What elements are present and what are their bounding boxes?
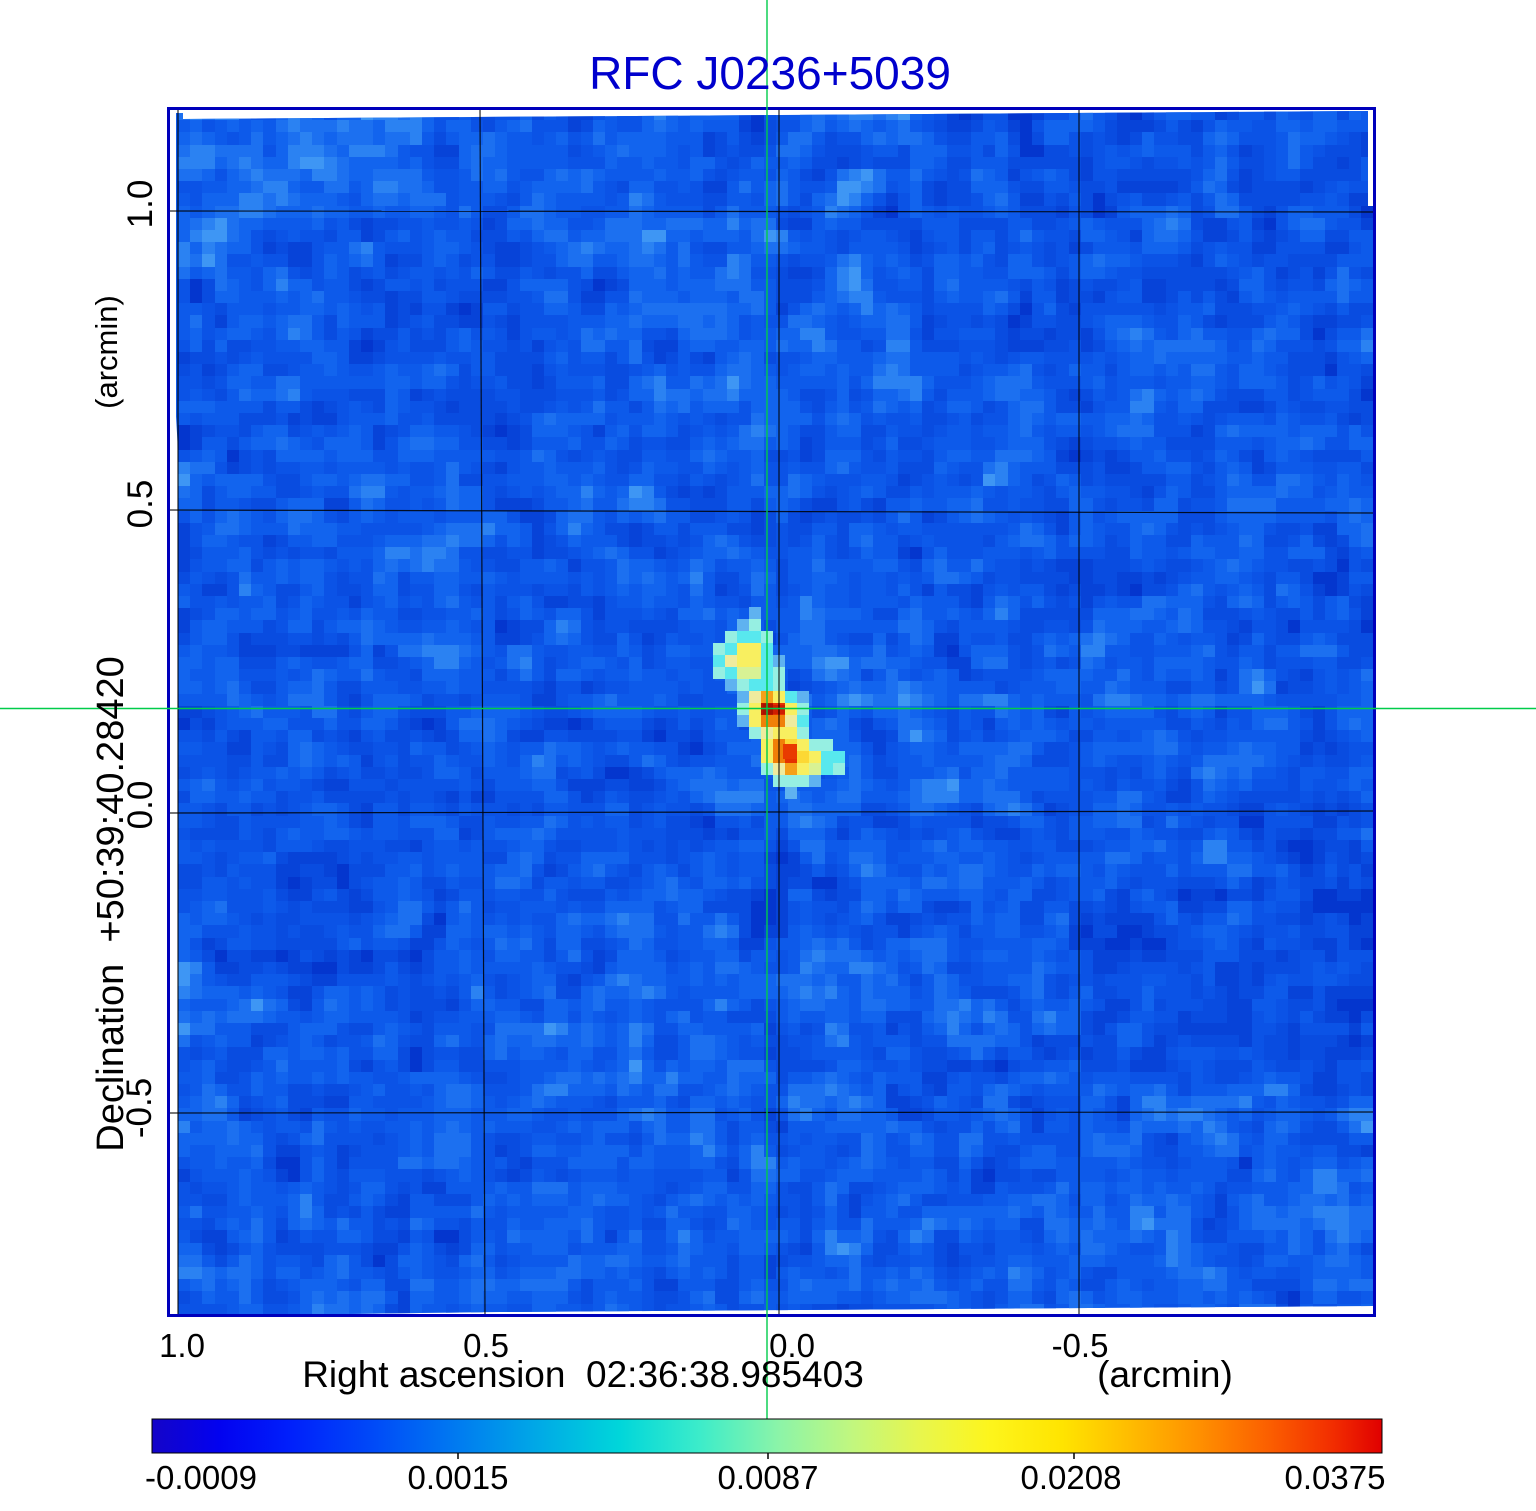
svg-text:0.0208: 0.0208 [1021,1459,1122,1496]
svg-text:0.0015: 0.0015 [408,1459,509,1496]
svg-text:0.0: 0.0 [121,781,160,830]
svg-text:Right ascension 02:36:38.9854: Right ascension 02:36:38.985403 [302,1354,864,1395]
svg-text:1.0: 1.0 [159,1327,205,1364]
svg-text:(arcmin): (arcmin) [1097,1354,1233,1395]
svg-text:(arcmin): (arcmin) [89,295,124,409]
svg-text:0.5: 0.5 [121,480,160,529]
svg-text:-0.5: -0.5 [120,1078,159,1138]
svg-text:0.0: 0.0 [769,1327,815,1364]
svg-text:-0.0009: -0.0009 [145,1459,257,1496]
svg-text:0.0087: 0.0087 [718,1459,819,1496]
svg-text:Declination +50:39:40.28420: Declination +50:39:40.28420 [90,656,132,1151]
svg-text:0.0375: 0.0375 [1285,1459,1386,1496]
svg-text:RFC J0236+5039: RFC J0236+5039 [589,47,951,99]
svg-text:0.5: 0.5 [463,1327,509,1364]
svg-text:-0.5: -0.5 [1052,1327,1109,1364]
svg-text:1.0: 1.0 [121,180,160,229]
